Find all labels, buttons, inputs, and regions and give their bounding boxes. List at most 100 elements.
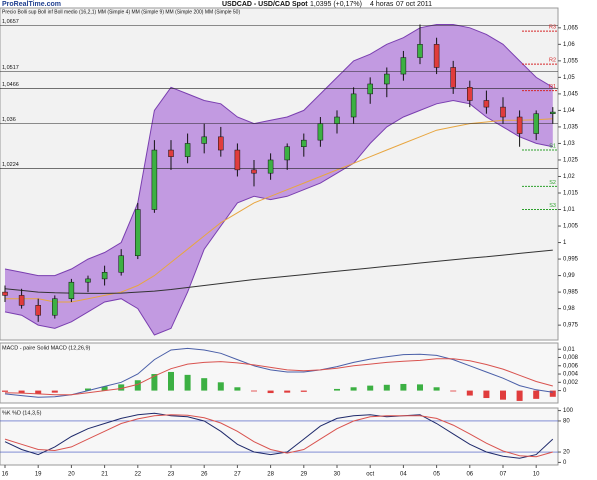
band-fill <box>5 24 553 336</box>
band-lower <box>4 99 553 336</box>
candle-body <box>533 113 539 134</box>
x-tick-label: 16 <box>2 472 9 478</box>
x-tick-label: oct <box>366 472 374 478</box>
level-label: 1,0224 <box>2 162 19 168</box>
chart-subtitle: 1,0395 (+0,17%) <box>310 1 362 8</box>
macd-bar <box>168 371 174 391</box>
macd-bar <box>367 385 374 391</box>
y-tick-label: 80 <box>563 419 570 425</box>
panel-title: %K %D (14,3,5) <box>2 410 42 416</box>
y-tick-label: 0 <box>563 388 567 394</box>
y-tick-label: 1,03 <box>563 141 575 147</box>
macd-bar <box>334 388 340 391</box>
candle-body <box>367 83 373 95</box>
macd-bar <box>18 390 25 394</box>
candle-body <box>467 87 473 101</box>
y-tick-label: 1,065 <box>563 25 579 31</box>
candle-body <box>85 278 91 283</box>
candle-body <box>384 73 390 85</box>
macd-bar <box>483 390 490 399</box>
candle-body <box>18 295 25 306</box>
macd-bar <box>217 382 224 391</box>
x-tick-label: 27 <box>234 472 241 478</box>
y-tick-label: 1,055 <box>563 58 579 64</box>
candle-body <box>218 136 224 151</box>
macd-bar <box>533 390 540 399</box>
macd-line <box>4 347 553 398</box>
chart-title: USDCAD - USD/CAD Spot <box>222 1 308 8</box>
candle-body <box>301 139 307 147</box>
x-tick-label: 06 <box>466 472 473 478</box>
x-tick-label: 23 <box>168 472 175 478</box>
y-tick-label: 0 <box>563 460 567 466</box>
macd-bar <box>85 388 91 391</box>
candle-body <box>516 116 523 134</box>
macd-bar <box>400 383 407 391</box>
pivot-label: S2 <box>549 180 556 186</box>
macd-bar <box>2 390 8 392</box>
macd-bar <box>234 387 241 391</box>
x-tick-label: 05 <box>433 472 440 478</box>
moving-average <box>5 118 553 303</box>
macd-bar <box>251 390 257 392</box>
y-tick-label: 0,99 <box>563 273 575 279</box>
candle-body <box>118 255 124 273</box>
macd-bar <box>549 390 556 397</box>
y-tick-label: 1,04 <box>563 108 575 114</box>
y-tick-label: 0,006 <box>563 363 579 369</box>
x-tick-label: 29 <box>300 472 307 478</box>
macd-bar <box>118 384 125 391</box>
candle-body <box>251 169 257 174</box>
macd-bar <box>383 384 390 391</box>
macd-bar <box>417 384 423 391</box>
macd-bar <box>51 390 58 393</box>
candle-body <box>400 57 407 75</box>
timeframe: 4 horas <box>370 1 394 8</box>
level-label: 1,0657 <box>2 19 19 25</box>
y-tick-label: 1 <box>563 240 567 246</box>
macd-bar <box>516 390 523 401</box>
y-tick-label: 0,975 <box>563 323 579 329</box>
macd-bar <box>184 374 191 391</box>
level-label: 1,0517 <box>2 65 19 71</box>
moving-average <box>4 249 553 294</box>
x-tick-label: 21 <box>101 472 108 478</box>
y-tick-label: 1,045 <box>563 91 579 97</box>
y-tick-label: 100 <box>563 408 574 414</box>
pivot-label: R1 <box>549 84 556 90</box>
x-tick-label: 07 <box>500 472 507 478</box>
macd-bar <box>201 378 208 391</box>
candle-body <box>68 281 75 299</box>
candle-body <box>550 111 556 114</box>
pivot-label: S3 <box>549 203 556 209</box>
y-tick-label: 0,002 <box>563 380 579 386</box>
x-tick-label: 20 <box>68 472 75 478</box>
candle-body <box>201 136 207 144</box>
candle-body <box>151 149 158 210</box>
macd-bar <box>433 387 440 391</box>
y-tick-label: 1,05 <box>563 75 575 81</box>
y-tick-label: 0,98 <box>563 306 575 312</box>
x-tick-label: 28 <box>267 472 274 478</box>
candle-body <box>450 67 456 88</box>
x-tick-label: 10 <box>533 472 540 478</box>
candle-body <box>101 272 108 280</box>
stoch-line <box>4 412 554 459</box>
macd-bar <box>134 380 141 391</box>
pivot-label: S1 <box>549 144 556 150</box>
y-tick-label: 0,004 <box>563 372 579 378</box>
y-tick-label: 1,01 <box>563 207 575 213</box>
y-tick-label: 0,985 <box>563 290 579 296</box>
pivot-label: R2 <box>549 58 556 64</box>
legend: Precio Bolli sup Boll inf Boll medio (16… <box>2 9 240 15</box>
candle-body <box>417 44 423 58</box>
candle-body <box>234 149 241 171</box>
x-tick-label: 22 <box>134 472 141 478</box>
y-tick-label: 0,01 <box>563 347 575 353</box>
level-label: 1,036 <box>2 117 16 123</box>
macd-bar <box>350 387 357 391</box>
candle-body <box>135 209 141 257</box>
stoch-panel <box>0 407 559 466</box>
level-label: 1,0466 <box>2 82 19 88</box>
y-tick-label: 0,008 <box>563 355 579 361</box>
